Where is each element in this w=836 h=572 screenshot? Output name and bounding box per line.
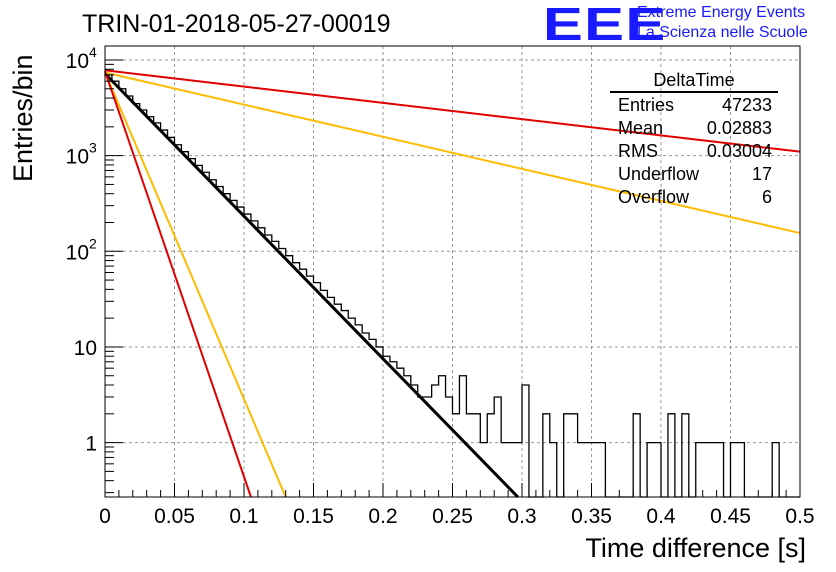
stats-label: Overflow <box>618 187 690 207</box>
x-axis-label: Time difference [s] <box>585 533 806 563</box>
x-tick-label: 0.15 <box>293 505 334 528</box>
y-axis-label: Entries/bin <box>8 54 38 182</box>
stats-label: RMS <box>618 141 658 161</box>
x-tick-label: 0.45 <box>710 505 751 528</box>
y-tick-label: 10 <box>66 50 89 73</box>
fit-line-red <box>104 71 252 498</box>
fit-line-red <box>104 69 801 153</box>
x-tick-label: 0.3 <box>507 505 536 528</box>
x-tick-label: 0.5 <box>785 505 814 528</box>
stats-label: Entries <box>618 95 675 115</box>
fit-line-orange <box>104 71 801 235</box>
stats-value: 0.03004 <box>706 141 772 161</box>
stats-value: 0.02883 <box>706 118 772 138</box>
logo-text: Extreme Energy Events La Scienza nelle S… <box>637 3 808 43</box>
y-tick-label: 10 <box>66 146 89 169</box>
y-tick-label: 1 <box>85 433 97 456</box>
run-title: TRIN-01-2018-05-27-00019 <box>82 10 391 38</box>
stats-label: Underflow <box>618 164 700 184</box>
x-tick-label: 0.2 <box>368 505 397 528</box>
stats-row: RMS 0.03004 <box>610 140 778 163</box>
logo-line-2: La Scienza nelle Scuole <box>637 24 808 41</box>
stats-value: 17 <box>751 164 772 184</box>
stats-row: Mean 0.02883 <box>610 117 778 140</box>
stats-box: DeltaTime Entries 47233 Mean 0.02883 RMS 0.… <box>610 70 778 209</box>
y-tick-exponent: 4 <box>89 44 97 60</box>
stats-value: 47233 <box>721 95 772 115</box>
y-tick-exponent: 2 <box>89 235 97 251</box>
x-tick-label: 0 <box>99 505 111 528</box>
x-tick-label: 0.05 <box>154 505 195 528</box>
logo-line-1: Extreme Energy Events <box>637 4 806 21</box>
axis-ticks <box>104 59 801 497</box>
tick-labels: 0 0.05 0.1 0.15 0.2 0.25 0.3 0.35 0.4 0.45 0.5 1 10 1… <box>66 44 815 528</box>
stats-value: 6 <box>761 187 772 207</box>
stats-row: Underflow 17 <box>610 163 778 186</box>
stats-row: Overflow 6 <box>610 186 778 209</box>
stats-row: Entries 47233 <box>610 94 778 117</box>
x-tick-label: 0.1 <box>229 505 258 528</box>
fit-line-black <box>103 72 519 499</box>
y-tick-label: 10 <box>66 241 89 264</box>
x-tick-label: 0.25 <box>432 505 473 528</box>
eee-logo: EEE <box>543 0 667 50</box>
stats-label: Mean <box>618 118 664 138</box>
stats-title: DeltaTime <box>610 70 778 93</box>
x-tick-label: 0.35 <box>571 505 612 528</box>
y-tick-exponent: 3 <box>89 140 97 156</box>
fit-curves <box>103 69 801 499</box>
y-tick-label: 10 <box>74 337 97 360</box>
x-tick-label: 0.4 <box>646 505 676 528</box>
fit-line-orange <box>104 72 287 498</box>
